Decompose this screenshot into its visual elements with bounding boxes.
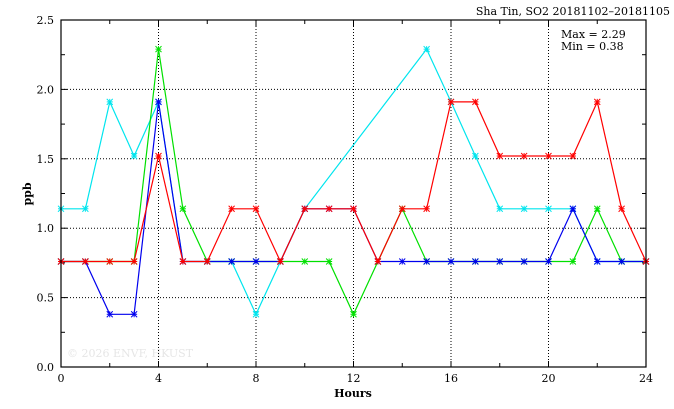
data-point-blue [106,310,114,318]
y-tick-label: 0.5 [37,292,55,305]
data-point-blue [472,258,479,265]
data-point-blue [155,98,162,106]
data-point-cyan [496,205,504,213]
data-point-red [325,205,333,213]
y-tick-label: 2.5 [37,14,55,27]
max-annotation: Max = 2.29 [561,28,626,41]
data-point-red [447,98,455,106]
x-tick-label: 8 [253,372,260,385]
data-point-red [130,258,138,265]
data-point-cyan [106,98,114,106]
data-point-blue [447,258,455,265]
data-point-red [593,98,601,106]
data-point-cyan [130,152,138,160]
data-point-green [179,205,187,213]
data-point-cyan [520,205,528,213]
data-point-blue [398,258,406,265]
y-axis-label: ppb [21,182,34,205]
y-tick-label: 0.0 [37,361,55,374]
y-tick-label: 1.5 [37,153,55,166]
data-point-blue [423,258,430,265]
data-point-red [545,152,552,160]
data-point-red [155,152,162,160]
data-point-cyan [423,45,430,53]
watermark: © 2026 ENVF, HKUST [67,347,194,360]
y-tick-labels: 0.0 0.5 1.0 1.5 2.0 2.5 [37,14,55,374]
data-point-green [325,258,333,265]
data-point-blue [520,258,528,265]
data-point-green [301,258,309,265]
data-point-red [618,205,625,213]
data-point-blue [130,310,138,318]
gridlines [61,20,646,367]
plot-frame [60,19,647,368]
x-tick-label: 16 [444,372,458,385]
data-point-green [350,310,357,318]
x-tick-label: 12 [347,372,361,385]
data-point-blue [569,205,577,213]
data-point-red [569,152,577,160]
data-point-red [398,205,406,213]
data-point-blue [496,258,504,265]
data-point-cyan [82,205,89,213]
data-point-green [593,205,601,213]
data-point-red [82,258,89,265]
data-point-green [569,258,577,265]
data-point-red [520,152,528,160]
data-point-red [228,205,235,213]
data-point-green [155,45,162,53]
data-point-blue [252,258,260,265]
data-point-red [106,258,114,265]
data-point-red [374,258,382,265]
data-point-red [179,258,187,265]
data-point-red [350,205,357,213]
x-axis-label: Hours [334,387,372,400]
data-point-red [301,205,309,213]
data-point-blue [228,258,235,265]
data-point-red [203,258,211,265]
y-tick-label: 1.0 [37,222,55,235]
y-tick-label: 2.0 [37,83,55,96]
data-point-blue [593,258,601,265]
x-tick-label: 0 [58,372,65,385]
data-point-blue [545,258,552,265]
data-point-blue [618,258,625,265]
data-point-cyan [472,152,479,160]
data-point-red [472,98,479,106]
x-tick-label: 20 [542,372,556,385]
x-tick-label: 4 [155,372,162,385]
data-point-red [277,258,284,265]
data-point-red [252,205,260,213]
x-tick-labels: 0 4 8 12 16 20 24 [58,372,654,385]
data-point-cyan [545,205,552,213]
data-point-red [423,205,430,213]
chart-title: Sha Tin, SO2 20181102–20181105 [476,5,670,18]
min-annotation: Min = 0.38 [561,40,624,53]
data-point-cyan [252,310,260,318]
data-point-red [496,152,504,160]
x-tick-label: 24 [639,372,653,385]
series-red [57,98,650,265]
